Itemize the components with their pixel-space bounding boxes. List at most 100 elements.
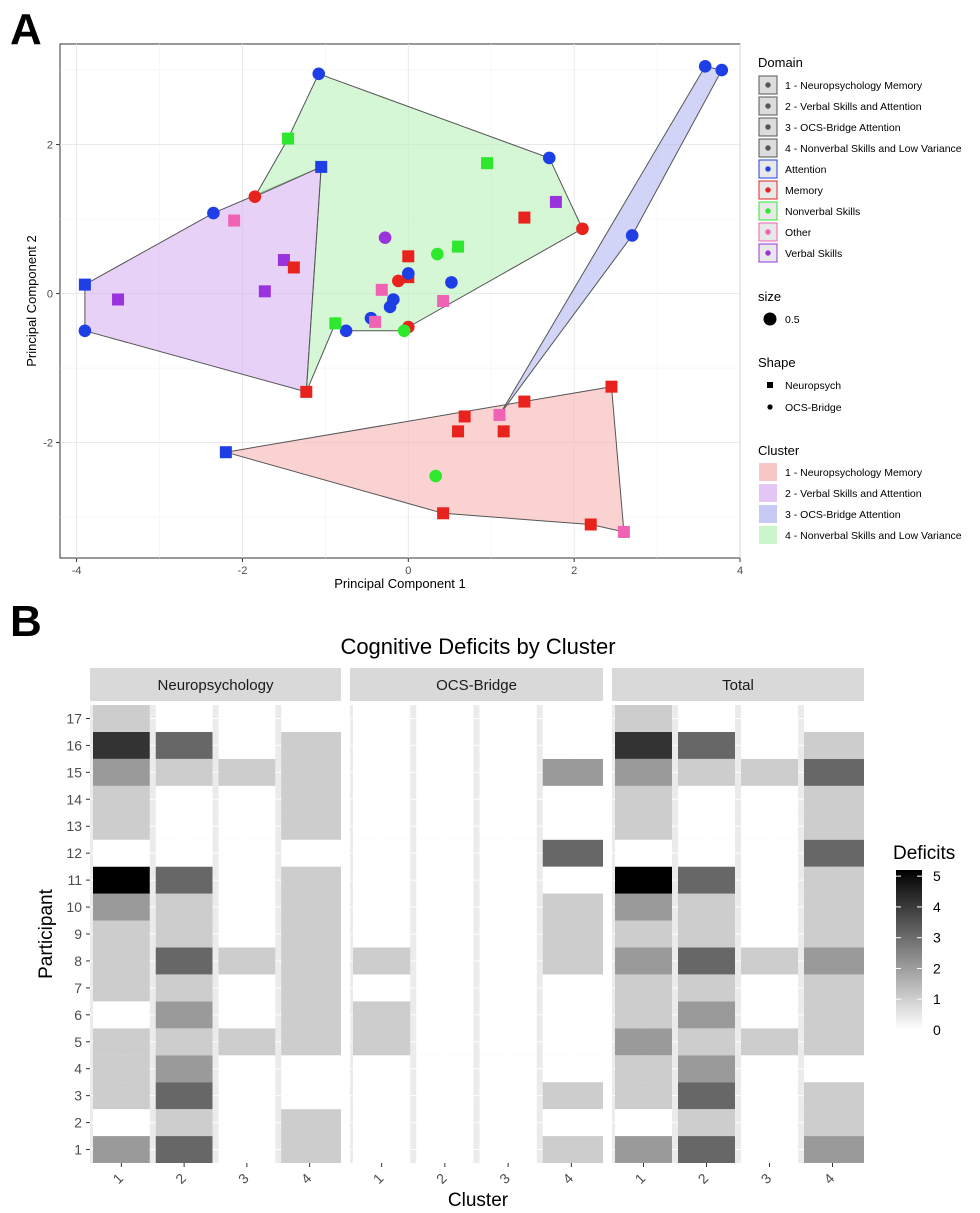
heatmap-cell: [281, 785, 341, 813]
domain-legend-label: Memory: [785, 185, 824, 197]
x-axis-title: Cluster: [448, 1190, 509, 1211]
point-ocs-bridge-attention: [698, 60, 712, 73]
heatmap-cell: [281, 758, 341, 786]
heatmap-cell: [218, 1055, 276, 1083]
heatmap-cell: [281, 705, 341, 732]
heatmap-cell: [155, 1136, 213, 1163]
heatmap-cell: [615, 758, 672, 786]
point-neuropsych-other: [493, 408, 506, 421]
heatmap-cell: [804, 1082, 864, 1110]
heatmap-cell: [353, 1136, 411, 1163]
point-ocs-bridge-attention: [339, 324, 353, 338]
heatmap-cell: [804, 866, 864, 894]
heatmap-cell: [479, 1136, 537, 1163]
y-axis-title: Participant: [36, 888, 57, 978]
heatmap-cell: [678, 920, 735, 948]
heatmap-cell: [804, 974, 864, 1002]
heatmap-cell: [678, 1028, 735, 1056]
heatmap-cell: [281, 839, 341, 867]
heatmap-title: Cognitive Deficits by Cluster: [340, 634, 615, 659]
size-legend-dot: [763, 312, 777, 326]
heatmap-cell: [804, 731, 864, 759]
heatmap-cell: [542, 705, 603, 732]
heatmap-cell: [615, 839, 672, 867]
heatmap-cell: [804, 1001, 864, 1029]
heatmap-cell: [678, 1136, 735, 1163]
domain-legend-label: Nonverbal Skills: [785, 206, 860, 218]
point-neuropsych-other: [228, 214, 241, 227]
heatmap-cell: [218, 893, 276, 921]
heatmap-cell: [416, 1055, 474, 1083]
heatmap-cell: [741, 1028, 798, 1056]
heatmap-cell: [93, 1136, 150, 1163]
heatmap-cell: [218, 1109, 276, 1137]
y-tick-label: 2: [47, 140, 53, 152]
point-neuropsych-other: [369, 315, 382, 328]
shape-legend-circle: [767, 404, 773, 410]
heatmap-cell: [416, 705, 474, 732]
y-tick-label: 14: [66, 791, 82, 807]
domain-legend-dot: [765, 103, 771, 109]
y-tick-label: 4: [74, 1061, 82, 1077]
heatmap-cell: [479, 947, 537, 975]
heatmap-cell: [479, 758, 537, 786]
heatmap-cell: [678, 1055, 735, 1083]
heatmap-cell: [218, 920, 276, 948]
point-neuropsych-attention: [315, 160, 328, 173]
heatmap-cell: [615, 1082, 672, 1110]
heatmap-cell: [804, 705, 864, 732]
deficits-legend-title: Deficits: [893, 843, 955, 864]
domain-legend-label: 1 - Neuropsychology Memory: [785, 80, 923, 92]
heatmap-cell: [218, 839, 276, 867]
point-neuropsych-memory: [497, 425, 510, 438]
facet-strip: [90, 668, 341, 701]
cluster-legend-label: 4 - Nonverbal Skills and Low Variance: [785, 530, 962, 542]
heatmap-cell: [93, 1109, 150, 1137]
heatmap-cell: [741, 1001, 798, 1029]
heatmap-cell: [93, 947, 150, 975]
heatmap-cell: [542, 1082, 603, 1110]
heatmap-cell: [479, 785, 537, 813]
cluster-legend-label: 1 - Neuropsychology Memory: [785, 467, 923, 479]
domain-legend-dot: [765, 124, 771, 130]
heatmap-cell: [479, 920, 537, 948]
cluster-legend-key: [759, 505, 777, 523]
point-ocs-bridge-nonverbal-skills: [397, 324, 411, 338]
heatmap-cell: [804, 1109, 864, 1137]
y-tick-label: 3: [74, 1088, 82, 1104]
heatmap-cell: [416, 893, 474, 921]
heatmap-cell: [479, 974, 537, 1002]
deficits-colorbar: [896, 870, 922, 1030]
heatmap-cell: [218, 1001, 276, 1029]
point-neuropsych-verbal-skills: [549, 195, 562, 208]
domain-legend-dot: [765, 166, 771, 172]
heatmap-cell: [542, 731, 603, 759]
heatmap-cell: [155, 947, 213, 975]
heatmap-cell: [416, 1028, 474, 1056]
point-ocs-bridge-memory: [576, 222, 589, 236]
heatmap-cell: [804, 785, 864, 813]
point-ocs-bridge-attention: [445, 276, 458, 289]
shape-legend-square: [767, 382, 773, 388]
heatmap-cell: [218, 974, 276, 1002]
heatmap-cell: [741, 866, 798, 894]
heatmap-cell: [218, 1136, 276, 1163]
domain-legend-label: 3 - OCS-Bridge Attention: [785, 122, 901, 134]
heatmap-cell: [155, 866, 213, 894]
heatmap-cell: [416, 1082, 474, 1110]
x-tick-label: 1: [109, 1170, 126, 1187]
heatmap-cell: [155, 839, 213, 867]
heatmap-cell: [741, 705, 798, 732]
point-neuropsych-memory: [287, 261, 300, 274]
heatmap-cell: [542, 758, 603, 786]
x-tick-label: 1: [370, 1170, 387, 1187]
x-axis-title: Principal Component 1: [334, 576, 466, 591]
heatmap-cell: [542, 974, 603, 1002]
panel-a-legend: Domain 1 - Neuropsychology Memory 2 - Verb…: [758, 55, 962, 544]
heatmap-cell: [155, 1082, 213, 1110]
heatmap-cell: [93, 705, 150, 732]
heatmap-cell: [678, 705, 735, 732]
point-neuropsych-memory: [518, 211, 531, 224]
panel-a-scatter-plot: -4 -2 0 2 4 -2 0 2 Principal Component 1 Principa…: [24, 43, 743, 591]
